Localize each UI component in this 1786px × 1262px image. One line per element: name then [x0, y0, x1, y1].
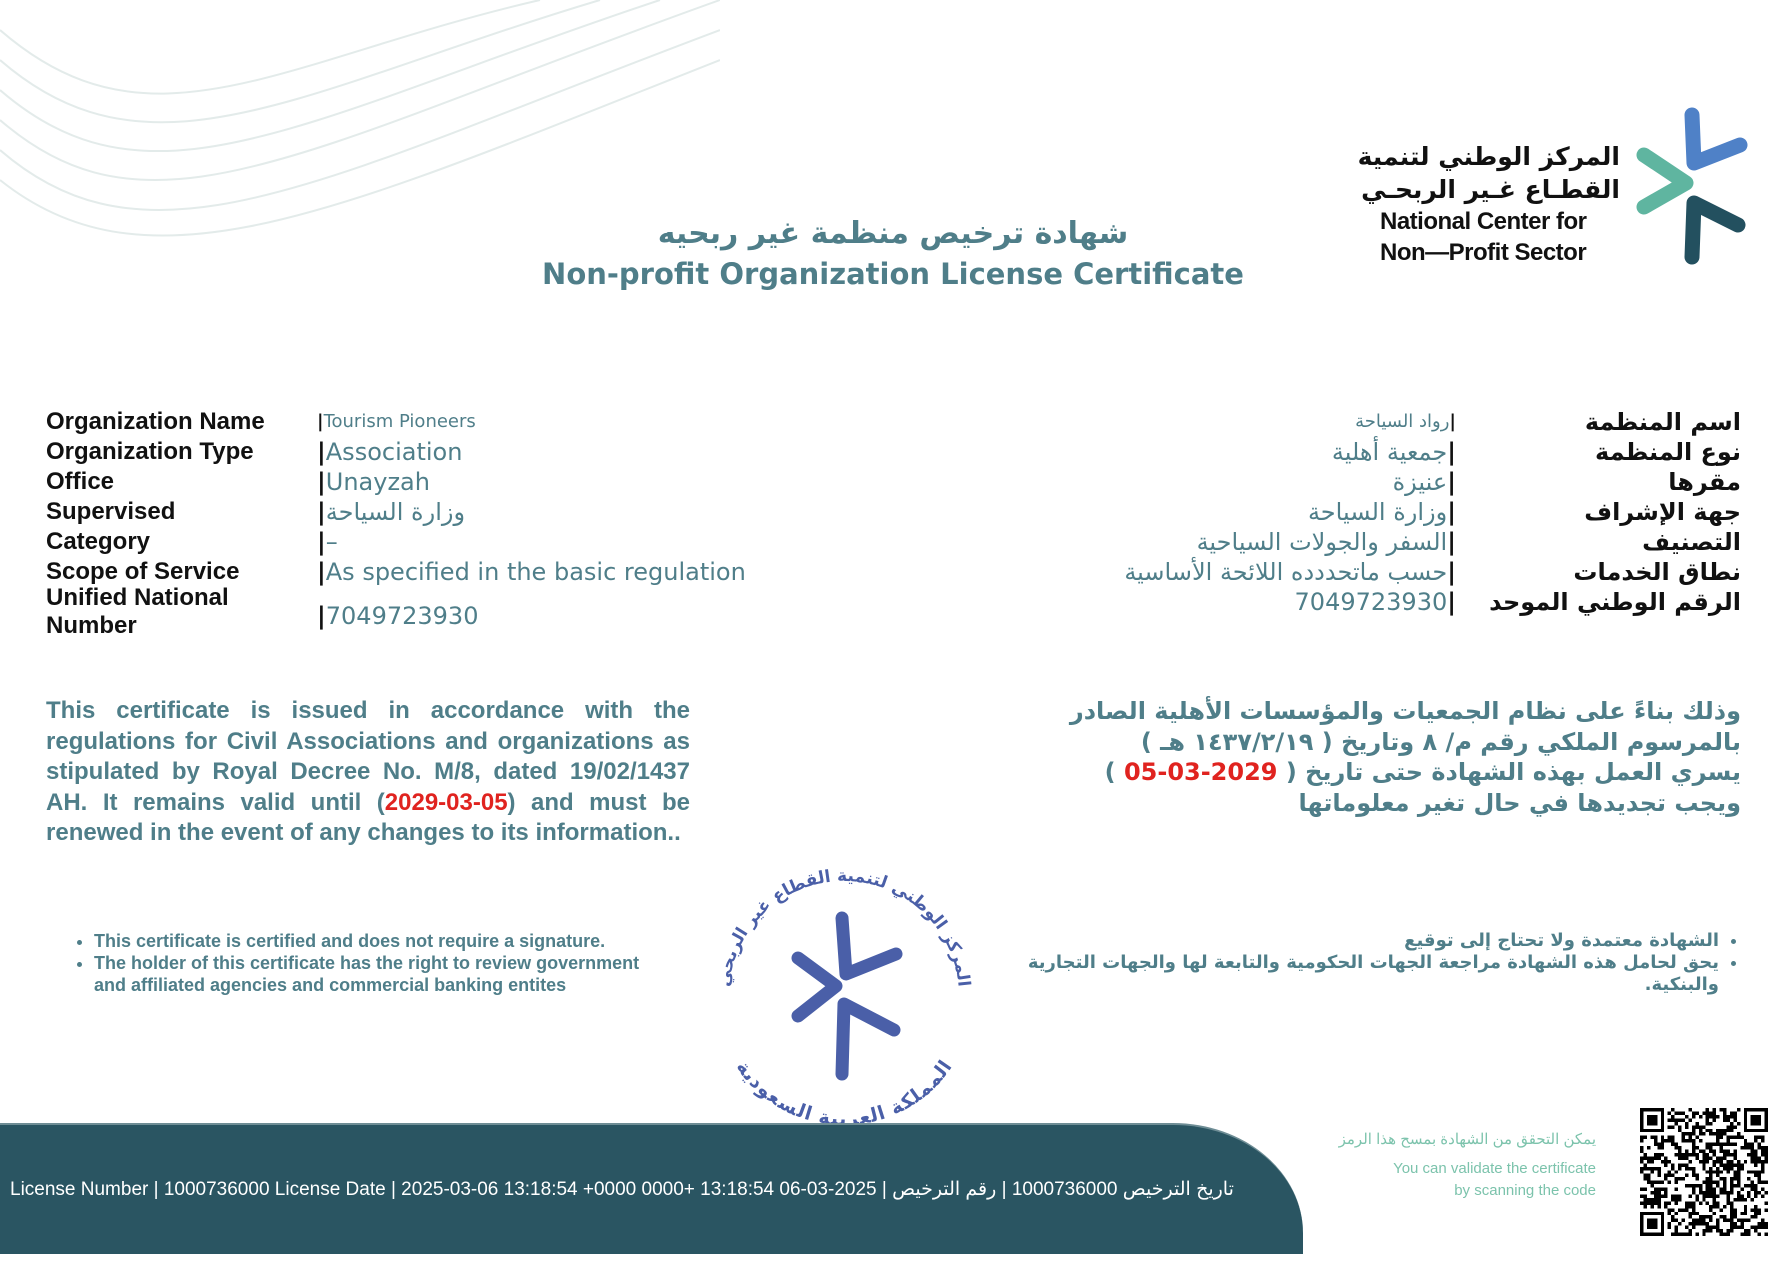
field-value: |Unayzah: [317, 468, 430, 496]
field-label: Category: [46, 528, 151, 555]
note-item: The holder of this certificate has the r…: [94, 952, 687, 996]
field-label: Supervised: [46, 498, 176, 525]
field-label: Scope of Service: [46, 558, 240, 585]
validity-paragraph-arabic: وذلك بناءً على نظام الجمعيات والمؤسسات ا…: [941, 696, 1741, 818]
field-label: Organization Name: [46, 408, 265, 435]
verify-text-english-line1: You can validate the certificate: [1393, 1160, 1596, 1177]
field-value: |7049723930: [317, 602, 479, 630]
logo-arabic-line2: القطـاع غـير الربحـي: [1361, 175, 1620, 204]
decorative-arcs: [0, 0, 720, 237]
expiry-date: 2029-03-05: [384, 788, 508, 816]
field-label: نطاق الخدمات: [1573, 558, 1741, 586]
logo-text: المركز الوطني لتنمية القطـاع غـير الربحـ…: [1357, 140, 1620, 268]
paragraph-text: This certificate is issued in accordance…: [46, 697, 690, 816]
paragraph-text: ) and must be renewed in the event of an…: [46, 788, 690, 847]
field-value: |وزارة السياحة: [1307, 498, 1456, 526]
field-value: |As specified in the basic regulation: [317, 558, 746, 586]
field-value: |حسب ماتحددده اللائحة الأساسية: [1124, 558, 1456, 586]
title-english: Non-profit Organization License Certific…: [542, 257, 1244, 291]
footer-band: [0, 1123, 1303, 1254]
field-label: Organization Type: [46, 438, 254, 465]
seal-stamp: المركز الوطني لتنمية القطاع غير الربحي ا…: [714, 866, 973, 1130]
expiry-date: 05-03-2029: [1123, 758, 1278, 786]
field-label: التصنيف: [1642, 528, 1741, 556]
field-value: |Association: [317, 438, 463, 466]
logo-star-icon: [1636, 107, 1748, 265]
field-label: مقرها: [1668, 468, 1741, 496]
field-label: الرقم الوطني الموحد: [1489, 588, 1741, 616]
field-label: Unified National Number: [46, 584, 229, 639]
field-value: |جمعية أهلية: [1331, 438, 1456, 466]
paragraph-line: وذلك بناءً على نظام الجمعيات والمؤسسات ا…: [1069, 697, 1741, 725]
validity-paragraph-english: This certificate is issued in accordance…: [46, 696, 690, 849]
paragraph-line: يسري العمل بهذه الشهادة حتى تاريخ ( 05-0…: [1104, 758, 1741, 786]
note-item: يحق لحامل هذه الشهادة مراجعة الجهات الحك…: [1011, 952, 1719, 996]
qr-code[interactable]: [1640, 1108, 1768, 1236]
logo-english-line1: National Center for: [1380, 208, 1587, 235]
seal-star-icon: [791, 911, 903, 1081]
notes-english: This certificate is certified and does n…: [72, 930, 687, 996]
field-value: |وزارة السياحة: [317, 498, 466, 526]
field-value: |السفر والجولات السياحية: [1196, 528, 1456, 556]
logo-english-line2: Non—Profit Sector: [1380, 239, 1587, 266]
title-arabic: شهادة ترخيص منظمة غير ربحيه: [657, 216, 1129, 251]
paragraph-line: بالمرسوم الملكي رقم م/ ٨ وتاريخ ( ١٤٣٧/٢…: [1140, 727, 1741, 756]
note-item: الشهادة معتمدة ولا تحتاج إلى توقيع: [1011, 930, 1719, 952]
verify-text-arabic: يمكن التحقق من الشهادة بمسح هذا الرمز: [1338, 1131, 1596, 1148]
paragraph-line: ويجب تجديدها في حال تغير معلوماتها: [1298, 788, 1741, 817]
field-value: |–: [317, 528, 338, 556]
verify-text-english-line2: by scanning the code: [1454, 1182, 1596, 1199]
field-value: |Tourism Pioneers: [317, 411, 476, 432]
field-value: |7049723930: [1294, 588, 1456, 616]
field-label: اسم المنظمة: [1584, 408, 1741, 436]
logo-arabic-line1: المركز الوطني لتنمية: [1357, 142, 1620, 171]
field-value: |عنيزة: [1392, 468, 1456, 496]
field-label: جهة الإشراف: [1584, 498, 1741, 526]
notes-arabic: الشهادة معتمدة ولا تحتاج إلى توقيع يحق ل…: [1011, 930, 1741, 996]
note-item: This certificate is certified and does n…: [94, 930, 687, 952]
license-info: License Number | 1000736000 License Date…: [10, 1179, 1234, 1200]
field-label: Office: [46, 468, 115, 495]
field-label: نوع المنظمة: [1595, 438, 1741, 466]
field-value: |رواد السياحة: [1355, 411, 1456, 432]
